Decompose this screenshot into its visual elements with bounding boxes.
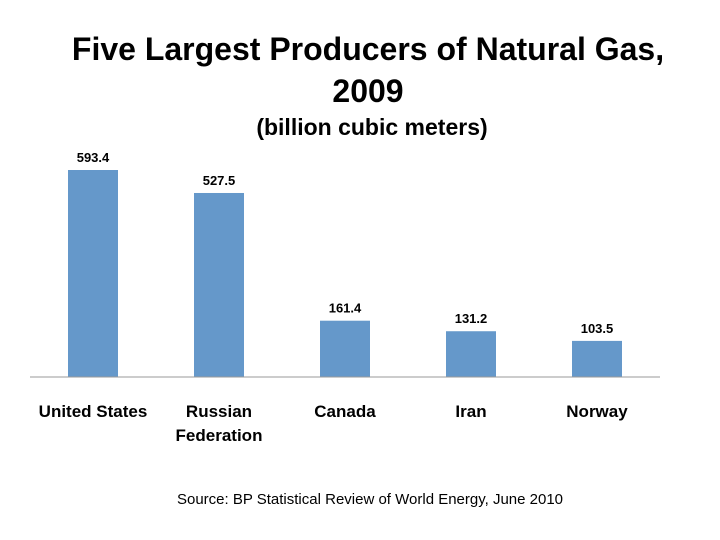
data-label-4: 103.5 [581, 321, 614, 336]
bar-2 [320, 320, 370, 377]
category-label-4: Norway [566, 402, 628, 421]
category-label-2: Canada [314, 402, 376, 421]
chart-title-line-1: Five Largest Producers of Natural Gas, [71, 31, 665, 67]
category-label-0: United States [39, 402, 148, 421]
data-label-2: 161.4 [329, 301, 362, 316]
category-label-3: Iran [455, 402, 486, 421]
bar-0 [68, 170, 118, 377]
chart-title-line-2: 2009 [332, 73, 404, 109]
bar-3 [446, 331, 496, 377]
data-label-0: 593.4 [77, 150, 110, 165]
chart-title: Five Largest Producers of Natural Gas, 2… [0, 28, 720, 112]
data-label-3: 131.2 [455, 311, 488, 326]
chart-subtitle: (billion cubic meters) [256, 114, 488, 140]
bar-1 [194, 192, 244, 377]
category-label-1: Russian Federation [176, 402, 263, 445]
data-label-1: 527.5 [203, 173, 236, 188]
source-note: Source: BP Statistical Review of World E… [176, 491, 564, 508]
bar-4 [572, 340, 622, 377]
